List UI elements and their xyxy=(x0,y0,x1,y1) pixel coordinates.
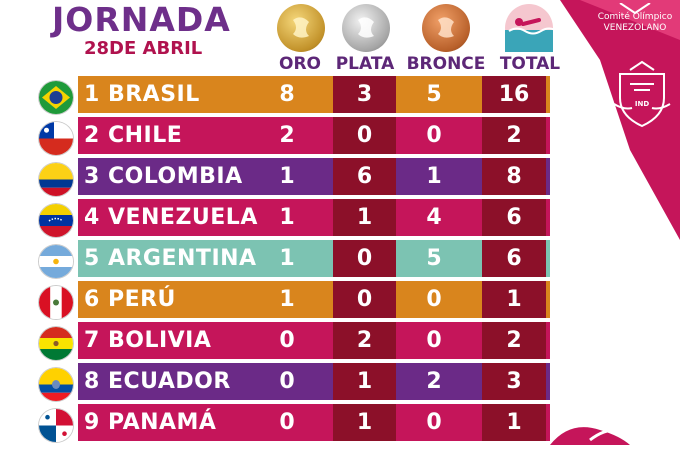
total-count: 3 xyxy=(482,363,546,400)
plata-count: 1 xyxy=(333,404,396,441)
bolivia-flag-icon xyxy=(38,326,74,361)
plata-count: 6 xyxy=(333,158,396,195)
venezuela-flag-icon xyxy=(38,203,74,238)
country-label: 6 PERÚ xyxy=(84,287,176,312)
column-header-total: TOTAL xyxy=(499,54,561,74)
plata-count: 1 xyxy=(333,199,396,236)
oro-count: 1 xyxy=(279,205,295,230)
total-count: 1 xyxy=(482,281,546,318)
country-label: 3 COLOMBIA xyxy=(84,164,243,189)
oro-count: 0 xyxy=(279,410,295,435)
bronze-medal-icon xyxy=(422,4,470,52)
flag-frame xyxy=(30,322,78,361)
total-count: 16 xyxy=(482,76,546,113)
total-swim-icon xyxy=(505,4,558,52)
flag-frame xyxy=(30,199,78,238)
page-title: JORNADA xyxy=(52,0,231,39)
ecuador-flag-icon xyxy=(38,367,74,402)
bronce-count: 0 xyxy=(426,287,442,312)
table-row: 6 PERÚ 1 0 0 1 xyxy=(30,281,550,320)
country-label: 5 ARGENTINA xyxy=(84,246,257,271)
flag-frame xyxy=(30,76,78,115)
org-name-line1: Comité Olímpico xyxy=(597,12,673,22)
country-label: 2 CHILE xyxy=(84,123,183,148)
org-panel xyxy=(560,0,680,240)
flag-frame xyxy=(30,117,78,156)
column-header-bronce: BRONCE xyxy=(406,54,486,74)
panama-flag-icon xyxy=(38,408,74,443)
flag-frame xyxy=(30,363,78,402)
plata-count: 1 xyxy=(333,363,396,400)
date-subtitle: 28DE ABRIL xyxy=(84,38,203,59)
total-count: 1 xyxy=(482,404,546,441)
total-count: 6 xyxy=(482,199,546,236)
plata-count: 2 xyxy=(333,322,396,359)
gold-medal-icon xyxy=(277,4,325,52)
flag-frame xyxy=(30,240,78,279)
column-header-plata: PLATA xyxy=(335,54,395,74)
bronce-count: 0 xyxy=(426,123,442,148)
country-label: 1 BRASIL xyxy=(84,82,200,107)
ind-badge: IND xyxy=(634,100,650,108)
plata-count: 0 xyxy=(333,240,396,277)
table-row: 1 BRASIL 8 3 5 16 xyxy=(30,76,550,115)
brazil-flag-icon xyxy=(38,80,74,115)
org-name: Comité Olímpico Venezolano xyxy=(590,12,680,34)
country-label: 7 BOLIVIA xyxy=(84,328,212,353)
flag-frame xyxy=(30,281,78,320)
oro-count: 1 xyxy=(279,246,295,271)
bronce-count: 5 xyxy=(426,246,442,271)
org-name-line2: Venezolano xyxy=(603,23,667,33)
ind-emblem-icon: IND xyxy=(612,60,672,132)
oro-count: 1 xyxy=(279,287,295,312)
silver-medal-icon xyxy=(342,4,390,52)
plata-count: 0 xyxy=(333,117,396,154)
total-count: 2 xyxy=(482,117,546,154)
table-row: 7 BOLIVIA 0 2 0 2 xyxy=(30,322,550,361)
table-row: 2 CHILE 2 0 0 2 xyxy=(30,117,550,156)
argentina-flag-icon xyxy=(38,244,74,279)
bronce-count: 2 xyxy=(426,369,442,394)
chile-flag-icon xyxy=(38,121,74,156)
peru-flag-icon xyxy=(38,285,74,320)
bottom-decoration xyxy=(540,410,680,445)
plata-count: 3 xyxy=(333,76,396,113)
country-label: 9 PANAMÁ xyxy=(84,410,217,435)
colombia-flag-icon xyxy=(38,162,74,197)
bronce-count: 5 xyxy=(426,82,442,107)
org-logo xyxy=(600,0,670,30)
oro-count: 0 xyxy=(279,328,295,353)
table-row: 4 VENEZUELA 1 1 4 6 xyxy=(30,199,550,238)
table-row: 5 ARGENTINA 1 0 5 6 xyxy=(30,240,550,279)
oro-count: 2 xyxy=(279,123,295,148)
bronce-count: 1 xyxy=(426,164,442,189)
country-label: 4 VENEZUELA xyxy=(84,205,258,230)
total-count: 6 xyxy=(482,240,546,277)
total-count: 8 xyxy=(482,158,546,195)
bronce-count: 4 xyxy=(426,205,442,230)
plata-count: 0 xyxy=(333,281,396,318)
table-row: 3 COLOMBIA 1 6 1 8 xyxy=(30,158,550,197)
oro-count: 0 xyxy=(279,369,295,394)
bronce-count: 0 xyxy=(426,410,442,435)
flag-frame xyxy=(30,404,78,443)
bronce-count: 0 xyxy=(426,328,442,353)
total-count: 2 xyxy=(482,322,546,359)
oro-count: 8 xyxy=(279,82,295,107)
column-header-oro: ORO xyxy=(279,54,321,74)
table-row: 8 ECUADOR 0 1 2 3 xyxy=(30,363,550,402)
country-label: 8 ECUADOR xyxy=(84,369,231,394)
flag-frame xyxy=(30,158,78,197)
oro-count: 1 xyxy=(279,164,295,189)
table-row: 9 PANAMÁ 0 1 0 1 xyxy=(30,404,550,443)
